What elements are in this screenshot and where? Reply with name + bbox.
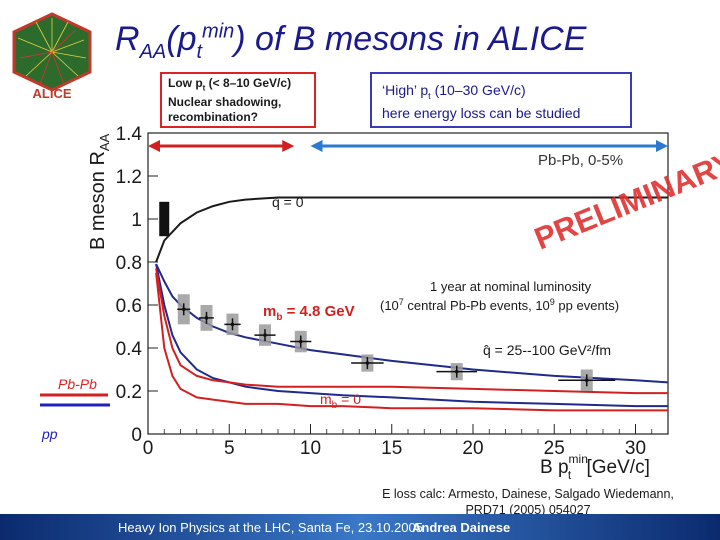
y-tick-label: 1.4 — [116, 124, 143, 145]
x-tick-label: 15 — [381, 438, 402, 459]
data-point — [182, 307, 186, 311]
high-pt-arrow-left-head — [310, 140, 323, 152]
eloss-reference: E loss calc: Armesto, Dainese, Salgado W… — [382, 487, 674, 517]
x-axis-label: B pmin t [GeV/c] — [540, 452, 650, 482]
slide-title: RAA(ptmin) of B mesons in ALICE — [115, 20, 587, 63]
x-tick-label: 5 — [224, 438, 235, 459]
y-tick-label: 1 — [131, 210, 142, 231]
x-tick-label: 30 — [625, 438, 646, 459]
lumi-line1: 1 year at nominal luminosity — [430, 279, 592, 294]
y-tick-label: 0.4 — [116, 339, 143, 360]
data-point — [585, 378, 589, 382]
logo-text: ALICE — [33, 86, 72, 100]
axes: 0 5 10 15 20 25 30 0 0.2 0.4 0.6 0.8 1 1.2 1.4 — [116, 124, 669, 459]
x-tick-label: 20 — [462, 438, 483, 459]
low-pt-arrow-left-head — [148, 140, 160, 152]
data-point — [205, 316, 208, 320]
high-pt-box: ‘High’ pt (10–30 GeV/c) here energy loss… — [370, 72, 632, 128]
legend-pp: pp — [42, 426, 58, 442]
x-tick-label: 0 — [143, 438, 154, 459]
y-axis-label: B meson RAA — [87, 133, 112, 250]
x-tick-label: 25 — [544, 438, 565, 459]
curve-mb0-lower — [155, 272, 668, 412]
high-pt-arrow-right-head — [656, 140, 668, 152]
data-point — [299, 340, 303, 344]
data-point — [365, 361, 369, 365]
normalization-box — [159, 201, 170, 237]
mb0-label: mb = 0 — [320, 391, 361, 411]
x-tick-label: 10 — [300, 438, 321, 459]
footer-bar — [0, 514, 720, 540]
data-points — [159, 201, 616, 391]
qhat-label: q̂ = 25--100 GeV²/fm — [483, 342, 611, 358]
legend-lines — [40, 393, 110, 407]
low-pt-arrow-right-head — [282, 140, 295, 152]
data-point — [263, 333, 267, 337]
curve-mb0-upper — [155, 268, 668, 395]
curve-mb48-lower — [155, 263, 668, 408]
qhat0-label: q̂ = 0 — [272, 194, 304, 210]
footer-conference: Heavy Ion Physics at the LHC, Santa Fe, … — [118, 520, 423, 535]
alice-logo: ALICE — [6, 10, 98, 101]
y-tick-label: 0 — [131, 425, 142, 446]
lumi-line2: (107 central Pb-Pb events, 109 pp events… — [380, 297, 619, 313]
mb48-label: mb = 4.8 GeV — [263, 303, 355, 323]
curve-qhat0 — [155, 196, 668, 263]
data-point — [455, 370, 459, 374]
y-tick-label: 0.8 — [116, 253, 142, 274]
footer-author: Andrea Dainese — [412, 520, 511, 535]
low-pt-box: Low pt (< 8–10 GeV/c) Nuclear shadowing,… — [160, 72, 316, 128]
y-tick-label: 1.2 — [116, 167, 142, 188]
data-point — [231, 322, 234, 326]
y-tick-label: 0.6 — [116, 296, 142, 317]
y-tick-label: 0.2 — [116, 382, 142, 403]
system-label: Pb-Pb, 0-5% — [538, 152, 623, 169]
legend-pbpb: Pb-Pb — [58, 376, 97, 392]
